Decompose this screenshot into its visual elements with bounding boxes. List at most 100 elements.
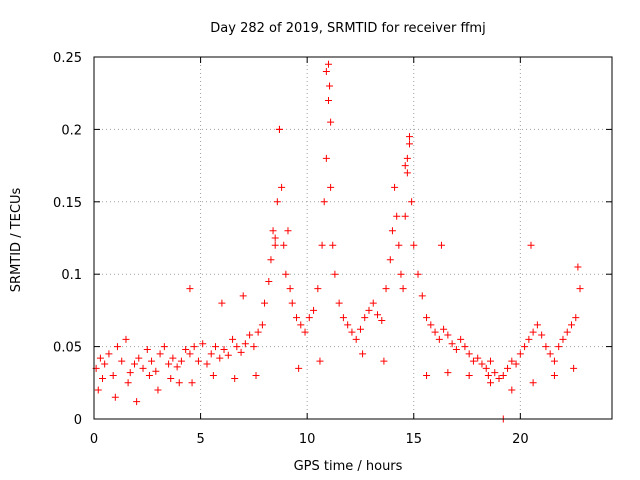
data-point: [555, 343, 563, 351]
data-point: [414, 270, 422, 278]
data-point: [109, 372, 117, 380]
data-point: [529, 379, 537, 387]
data-point: [113, 343, 121, 351]
data-point: [444, 369, 452, 377]
data-point: [278, 183, 286, 191]
data-point: [229, 335, 237, 343]
data-points: [92, 60, 584, 423]
data-point: [369, 299, 377, 307]
data-point: [559, 335, 567, 343]
data-point: [529, 328, 537, 336]
data-point: [288, 299, 296, 307]
x-axis-label: GPS time / hours: [294, 459, 403, 474]
data-point: [527, 241, 535, 249]
data-point: [320, 198, 328, 206]
data-point: [457, 335, 465, 343]
data-point: [512, 360, 520, 368]
data-point: [508, 357, 516, 365]
data-point: [258, 321, 266, 329]
data-point: [521, 343, 529, 351]
data-point: [576, 285, 584, 293]
data-point: [143, 345, 151, 353]
x-tick-label: 10: [299, 432, 316, 447]
data-point: [282, 270, 290, 278]
data-point: [218, 299, 226, 307]
y-tick-label: 0.25: [53, 51, 82, 66]
x-tick-label: 0: [90, 432, 98, 447]
data-point: [269, 227, 277, 235]
data-point: [145, 372, 153, 380]
data-point: [231, 374, 239, 382]
data-point: [152, 367, 160, 375]
data-point: [427, 321, 435, 329]
data-point: [190, 343, 198, 351]
data-point: [508, 386, 516, 394]
data-point: [246, 331, 254, 339]
data-point: [408, 198, 416, 206]
data-point: [452, 345, 460, 353]
data-point: [322, 154, 330, 162]
data-point: [105, 350, 113, 358]
data-point: [318, 241, 326, 249]
data-point: [99, 374, 107, 382]
data-point: [327, 183, 335, 191]
data-point: [182, 345, 190, 353]
data-point: [126, 369, 134, 377]
data-point: [135, 354, 143, 362]
data-point: [461, 343, 469, 351]
data-point: [275, 125, 283, 133]
data-point: [156, 350, 164, 358]
data-point: [118, 357, 126, 365]
data-point: [482, 364, 490, 372]
data-point: [570, 364, 578, 372]
data-point: [167, 374, 175, 382]
y-tick-label: 0.15: [53, 196, 82, 211]
y-tick-label: 0: [74, 413, 82, 428]
data-point: [295, 364, 303, 372]
data-point: [550, 372, 558, 380]
data-point: [437, 241, 445, 249]
data-point: [133, 398, 141, 406]
data-point: [491, 369, 499, 377]
chart-title: Day 282 of 2019, SRMTID for receiver ffm…: [210, 21, 485, 36]
data-point: [314, 285, 322, 293]
data-point: [186, 285, 194, 293]
data-point: [216, 354, 224, 362]
data-point: [399, 285, 407, 293]
data-point: [546, 350, 554, 358]
data-point: [265, 277, 273, 285]
data-point: [393, 212, 401, 220]
data-point: [550, 357, 558, 365]
data-point: [203, 360, 211, 368]
data-point: [160, 343, 168, 351]
y-tick-label: 0.05: [53, 341, 82, 356]
data-point: [465, 350, 473, 358]
data-point: [322, 67, 330, 75]
data-point: [122, 335, 130, 343]
data-point: [495, 374, 503, 382]
data-point: [165, 360, 173, 368]
data-point: [335, 299, 343, 307]
data-point: [326, 82, 334, 90]
data-point: [405, 140, 413, 148]
data-point: [401, 212, 409, 220]
data-point: [175, 379, 183, 387]
data-point: [139, 364, 147, 372]
data-point: [186, 350, 194, 358]
data-point: [173, 363, 181, 371]
x-tick-label: 15: [405, 432, 422, 447]
data-point: [284, 227, 292, 235]
data-point: [444, 331, 452, 339]
data-point: [207, 350, 215, 358]
data-point: [250, 343, 258, 351]
data-point: [297, 321, 305, 329]
data-point: [252, 372, 260, 380]
data-point: [239, 292, 247, 300]
data-point: [538, 331, 546, 339]
data-point: [316, 357, 324, 365]
y-tick-label: 0.1: [61, 268, 82, 283]
data-point: [423, 372, 431, 380]
data-point: [280, 241, 288, 249]
data-point: [344, 321, 352, 329]
